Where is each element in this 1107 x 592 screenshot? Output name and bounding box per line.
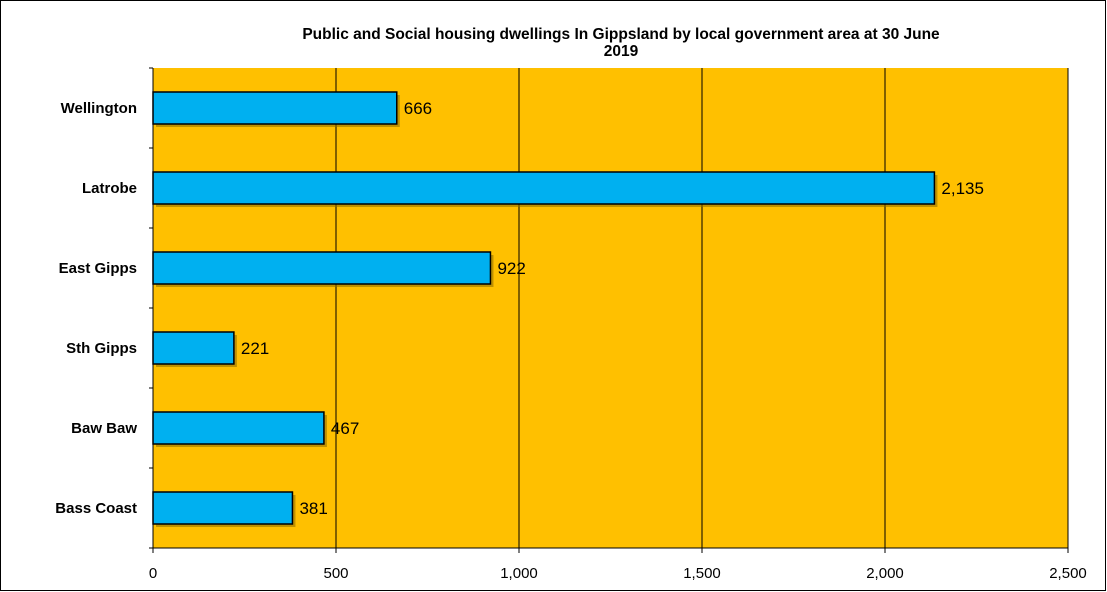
plot-area — [153, 68, 1068, 548]
x-tick-label: 1,000 — [500, 565, 538, 582]
x-tick-label: 2,500 — [1049, 565, 1087, 582]
chart-title: Public and Social housing dwellings In G… — [302, 26, 940, 60]
bar — [152, 171, 936, 205]
data-label: 221 — [241, 339, 269, 358]
bar — [152, 411, 325, 445]
bar — [152, 91, 398, 125]
bar — [152, 251, 492, 285]
data-label: 2,135 — [941, 179, 984, 198]
category-label: East Gipps — [59, 260, 137, 277]
category-label: Bass Coast — [55, 500, 137, 517]
category-label: Baw Baw — [71, 420, 137, 437]
x-tick-label: 1,500 — [683, 565, 721, 582]
category-label: Sth Gipps — [66, 340, 137, 357]
category-label: Wellington — [61, 100, 137, 117]
bar — [152, 491, 294, 525]
bar — [152, 331, 235, 365]
data-label: 381 — [299, 499, 327, 518]
x-tick-label: 2,000 — [866, 565, 904, 582]
data-label: 922 — [497, 259, 525, 278]
x-tick-label: 0 — [149, 565, 157, 582]
category-label: Latrobe — [82, 180, 137, 197]
x-tick-label: 500 — [323, 565, 348, 582]
data-label: 666 — [404, 99, 432, 118]
data-label: 467 — [331, 419, 359, 438]
